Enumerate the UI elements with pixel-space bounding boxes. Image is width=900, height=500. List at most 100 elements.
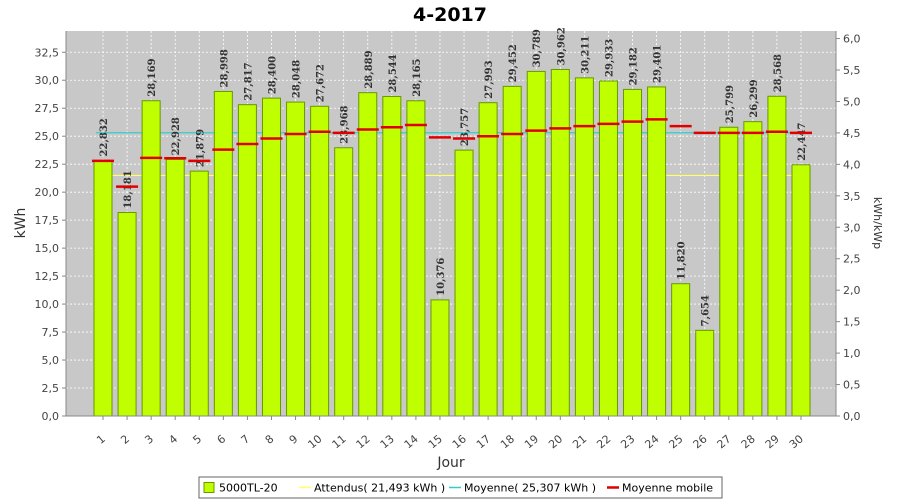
bar-day-9 bbox=[286, 101, 306, 417]
bar-day-2 bbox=[117, 212, 137, 417]
x-tick-label: 1 bbox=[94, 432, 108, 446]
bar-value-label: 28,048 bbox=[292, 60, 303, 98]
legend-entry: 5000TL-20 bbox=[219, 482, 278, 495]
bar-value-label: 27,672 bbox=[316, 64, 327, 102]
bar-value-label: 23,757 bbox=[460, 108, 471, 146]
bar-day-8 bbox=[261, 97, 281, 417]
legend-swatch-bar bbox=[203, 482, 215, 493]
x-tick-label: 13 bbox=[378, 432, 397, 451]
bar-day-13 bbox=[382, 96, 402, 417]
bar-day-30 bbox=[791, 164, 811, 417]
y-tick-label: 22,5 bbox=[35, 158, 60, 171]
y2-tick-label: 6,0 bbox=[843, 33, 861, 46]
bar-day-17 bbox=[478, 102, 498, 417]
bar-value-label: 10,376 bbox=[436, 258, 447, 296]
bar-day-16 bbox=[454, 149, 474, 417]
bar-value-label: 28,544 bbox=[388, 54, 399, 92]
moving-average-series bbox=[92, 118, 812, 188]
x-axis-label: Jour bbox=[436, 455, 465, 471]
bar-value-label: 28,169 bbox=[147, 58, 158, 96]
bar-value-label: 28,998 bbox=[219, 49, 230, 87]
x-tick-label: 21 bbox=[570, 432, 589, 451]
y-tick-label: 5,0 bbox=[42, 354, 60, 367]
x-tick-label: 12 bbox=[354, 432, 373, 451]
bar-day-4 bbox=[165, 158, 185, 417]
x-tick-label: 25 bbox=[667, 432, 686, 451]
y2-tick-label: 3,5 bbox=[843, 190, 861, 203]
bar-value-label: 29,401 bbox=[653, 45, 664, 83]
bar-value-label: 26,299 bbox=[749, 79, 760, 117]
y2-tick-label: 5,0 bbox=[843, 95, 861, 108]
legend-entry: Moyenne( 25,307 kWh ) bbox=[464, 482, 596, 495]
y-tick-label: 0,0 bbox=[42, 410, 60, 423]
bar-day-14 bbox=[406, 100, 426, 417]
bar-day-24 bbox=[647, 86, 667, 417]
y2-tick-label: 2,5 bbox=[843, 253, 861, 266]
y2-axis-label: kWh/kWp bbox=[871, 197, 884, 249]
x-tick-label: 18 bbox=[498, 432, 517, 451]
y-tick-label: 7,5 bbox=[42, 326, 60, 339]
x-tick-label: 10 bbox=[305, 432, 324, 451]
bar-day-26 bbox=[695, 329, 715, 417]
bar-value-label: 28,568 bbox=[773, 54, 784, 92]
bar-value-label: 22,447 bbox=[797, 122, 808, 160]
y-tick-label: 15,0 bbox=[35, 242, 60, 255]
bar-value-label: 28,400 bbox=[267, 56, 278, 94]
bar-day-28 bbox=[743, 121, 763, 417]
bar-day-21 bbox=[574, 77, 594, 417]
bar-value-label: 29,933 bbox=[604, 39, 615, 77]
y-tick-label: 2,5 bbox=[42, 382, 60, 395]
x-tick-label: 7 bbox=[239, 432, 253, 446]
y2-tick-label: 4,5 bbox=[843, 127, 861, 140]
y-tick-label: 17,5 bbox=[35, 214, 60, 227]
bar-value-labels: 22,832 18,181 28,169 22,928 21,879 28,998 27,8… bbox=[99, 27, 808, 326]
x-tick-label: 11 bbox=[330, 432, 349, 451]
bar-value-label: 29,182 bbox=[629, 47, 640, 85]
bar-value-label: 11,820 bbox=[677, 241, 688, 279]
y-tick-label: 27,5 bbox=[35, 102, 60, 115]
x-tick-label: 19 bbox=[522, 432, 541, 451]
y2-tick-label: 4,0 bbox=[843, 158, 861, 171]
x-tick-label: 26 bbox=[691, 432, 710, 451]
chart-title: 4-2017 bbox=[413, 4, 487, 26]
y2-tick-label: 1,0 bbox=[843, 347, 861, 360]
bar-value-label: 30,789 bbox=[532, 29, 543, 67]
bar-day-27 bbox=[719, 126, 739, 417]
bar-value-label: 28,889 bbox=[364, 50, 375, 88]
bar-value-label: 27,993 bbox=[484, 60, 495, 98]
x-tick-label: 15 bbox=[426, 432, 445, 451]
x-tick-label: 14 bbox=[402, 432, 421, 451]
legend-entry: Attendus( 21,493 kWh ) bbox=[314, 482, 445, 495]
bar-value-label: 22,928 bbox=[171, 117, 182, 155]
bar-day-25 bbox=[671, 283, 691, 417]
bar-value-label: 18,181 bbox=[123, 170, 134, 208]
bar-value-label: 23,968 bbox=[340, 105, 351, 143]
bar-day-10 bbox=[310, 105, 330, 417]
bar-value-label: 27,817 bbox=[243, 62, 254, 100]
bar-value-label: 28,165 bbox=[412, 58, 423, 96]
y-tick-label: 25,0 bbox=[35, 130, 60, 143]
x-tick-label: 4 bbox=[166, 432, 180, 446]
bar-day-23 bbox=[623, 88, 643, 417]
bar-value-label: 22,832 bbox=[99, 118, 110, 156]
x-tick-label: 30 bbox=[787, 432, 806, 451]
x-tick-label: 23 bbox=[618, 432, 637, 451]
x-tick-label: 16 bbox=[450, 432, 469, 451]
bar-day-5 bbox=[189, 170, 209, 417]
y-tick-label: 30,0 bbox=[35, 74, 60, 87]
y-tick-label: 20,0 bbox=[35, 186, 60, 199]
x-tick-label: 28 bbox=[739, 432, 758, 451]
bar-value-label: 25,799 bbox=[725, 85, 736, 123]
y2-tick-label: 0,5 bbox=[843, 379, 861, 392]
bar-value-label: 21,879 bbox=[195, 129, 206, 167]
y-tick-label: 32,5 bbox=[35, 46, 60, 59]
bar-day-11 bbox=[334, 147, 354, 417]
bar-day-12 bbox=[358, 92, 378, 417]
bar-day-1 bbox=[93, 159, 113, 417]
x-tick-label: 24 bbox=[642, 432, 661, 451]
x-tick-label: 6 bbox=[215, 432, 229, 446]
y2-tick-label: 5,5 bbox=[843, 64, 861, 77]
bar-day-3 bbox=[141, 100, 161, 417]
y2-tick-label: 1,5 bbox=[843, 316, 861, 329]
